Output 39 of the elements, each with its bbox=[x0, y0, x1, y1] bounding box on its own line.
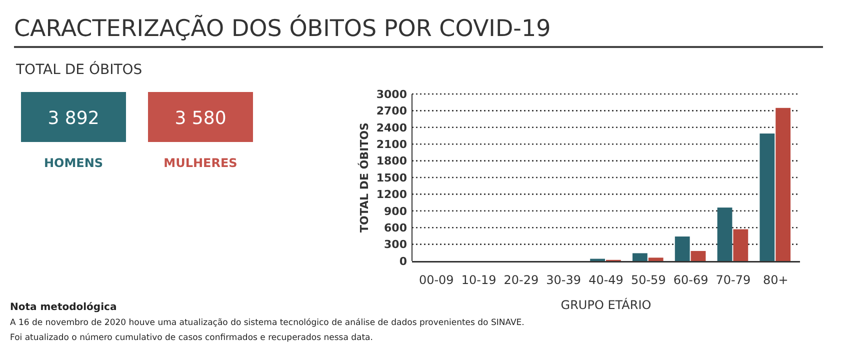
bar bbox=[690, 250, 706, 261]
x-tick-label: 60-69 bbox=[673, 273, 708, 287]
y-tick-label: 0 bbox=[399, 254, 408, 268]
y-tick-label: 3000 bbox=[376, 88, 408, 101]
y-tick-label: 2400 bbox=[376, 121, 408, 134]
x-tick-label: 10-19 bbox=[461, 273, 496, 287]
y-tick-label: 2700 bbox=[376, 104, 408, 118]
y-tick-label: 1800 bbox=[376, 154, 408, 168]
bar bbox=[733, 229, 748, 261]
data-label: 3 580 bbox=[174, 108, 226, 129]
bar bbox=[717, 208, 732, 261]
x-tick-label: 20-29 bbox=[504, 273, 539, 287]
bar bbox=[632, 253, 648, 261]
bar bbox=[648, 258, 664, 261]
y-axis-title: TOTAL DE ÓBITOS bbox=[357, 122, 371, 232]
category-label: HOMENS bbox=[44, 156, 104, 170]
y-tick-label: 600 bbox=[384, 221, 408, 234]
x-axis-title: GRUPO ETÁRIO bbox=[560, 297, 652, 312]
y-tick-label: 1500 bbox=[376, 171, 408, 184]
x-tick-label: 40-49 bbox=[588, 273, 624, 287]
x-tick-label: 30-39 bbox=[546, 273, 582, 287]
bar bbox=[674, 236, 690, 261]
text: Foi atualizado o número cumulativo de casos confirmados e recuperados nessa data. bbox=[10, 333, 373, 343]
x-tick-label: 80+ bbox=[762, 273, 788, 287]
data-label: 3 892 bbox=[48, 108, 100, 129]
bar bbox=[760, 134, 775, 261]
category-label: MULHERES bbox=[164, 156, 238, 170]
y-tick-label: 2100 bbox=[376, 138, 408, 151]
text: CARACTERIZAÇÃO DOS ÓBITOS POR COVID-19 bbox=[14, 14, 551, 42]
x-tick-label: 00-09 bbox=[418, 273, 454, 287]
x-tick-label: 50-59 bbox=[630, 273, 666, 287]
text: Nota metodológica bbox=[10, 302, 117, 313]
y-tick-label: 300 bbox=[384, 238, 408, 252]
x-tick-label: 70-79 bbox=[716, 273, 751, 287]
text: A 16 de novembro de 2020 houve uma atualização do sistema tecnológico de análise de dados provenientes do SINAVE. bbox=[10, 318, 524, 328]
bar bbox=[776, 108, 791, 261]
y-tick-label: 1200 bbox=[376, 188, 408, 202]
text: TOTAL DE ÓBITOS bbox=[15, 61, 142, 78]
y-tick-label: 900 bbox=[384, 204, 408, 218]
